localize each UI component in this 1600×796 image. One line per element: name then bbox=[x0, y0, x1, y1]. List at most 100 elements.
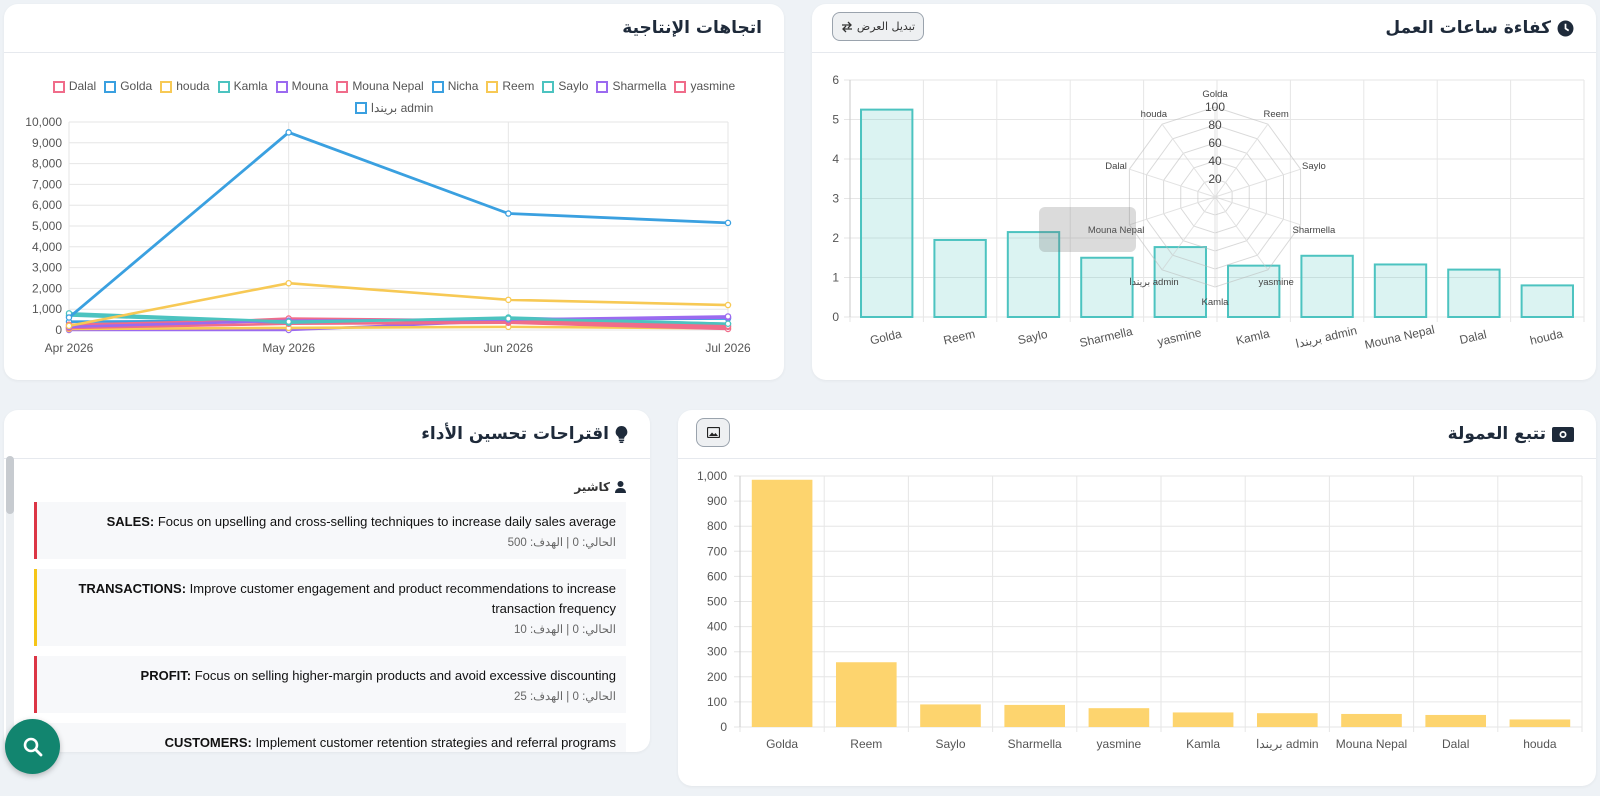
series-line bbox=[68, 314, 729, 326]
data-point bbox=[65, 326, 73, 334]
legend-swatch bbox=[52, 80, 65, 93]
data-point bbox=[505, 317, 512, 324]
x-tick-label: Golda bbox=[869, 327, 904, 348]
data-point bbox=[505, 315, 512, 322]
legend-item[interactable]: Kamla bbox=[217, 76, 268, 97]
export-image-button[interactable] bbox=[696, 418, 730, 447]
radar-axis-label: houda bbox=[1141, 109, 1168, 120]
y-tick-label: 0 bbox=[55, 323, 62, 337]
y-tick-label: 400 bbox=[707, 620, 727, 634]
y-tick-label: 900 bbox=[707, 494, 727, 508]
legend-swatch bbox=[596, 80, 609, 93]
money-icon bbox=[1552, 426, 1574, 442]
suggestion-meta: الحالي: 0 | الهدف: 500 bbox=[507, 537, 616, 549]
data-point bbox=[505, 317, 512, 324]
bar bbox=[1256, 713, 1318, 727]
data-point bbox=[65, 318, 73, 325]
toggle-view-label: تبديل العرض bbox=[856, 20, 916, 33]
radar-axis-label: Golda bbox=[1202, 89, 1228, 100]
suggestions-user-name: كاشير bbox=[574, 480, 610, 494]
data-point bbox=[65, 321, 73, 329]
bar bbox=[933, 238, 987, 319]
legend-item[interactable]: Nicha bbox=[431, 76, 478, 97]
tooltip-box bbox=[1039, 207, 1136, 252]
legend-swatch bbox=[160, 80, 173, 93]
x-tick-label: بريندا admin bbox=[1256, 737, 1319, 751]
commission-card-header: تتبع العمولة bbox=[678, 410, 1596, 459]
legend-label: Reem bbox=[502, 79, 535, 93]
series-line bbox=[68, 325, 729, 331]
bar bbox=[1520, 284, 1574, 318]
y-tick-label: 4 bbox=[832, 152, 839, 166]
radar-spoke bbox=[1214, 168, 1301, 198]
x-tick-label: Dalal bbox=[1458, 327, 1488, 347]
x-tick-label: yasmine bbox=[1097, 737, 1142, 751]
legend-swatch bbox=[674, 80, 687, 93]
toggle-view-button[interactable]: تبديل العرض bbox=[832, 12, 924, 41]
y-tick-label: 600 bbox=[707, 569, 727, 583]
bar bbox=[1300, 254, 1354, 318]
series-line bbox=[68, 317, 729, 330]
legend-item[interactable]: Mouna Nepal bbox=[336, 76, 424, 97]
suggestion-body: Improve customer engagement and product … bbox=[186, 581, 616, 616]
productivity-line-chart: 0 1,000 2,000 3,000 4,000 5,000 6,000 7,000 8,00… bbox=[25, 115, 751, 355]
legend-item[interactable]: بريندا admin bbox=[354, 98, 434, 119]
series-line bbox=[68, 315, 729, 329]
user-icon bbox=[615, 481, 626, 493]
legend-item[interactable]: houda bbox=[160, 76, 210, 97]
suggestion-meta: الحالي: 0 | الهدف: 10 bbox=[513, 624, 616, 636]
data-point bbox=[285, 315, 292, 322]
legend-swatch bbox=[217, 80, 230, 93]
bar bbox=[1509, 719, 1571, 727]
y-tick-label: 2,000 bbox=[32, 281, 62, 295]
suggestions-scroll-thumb[interactable] bbox=[6, 456, 14, 514]
legend-item[interactable]: yasmine bbox=[674, 76, 735, 97]
suggestions-scrollbar[interactable] bbox=[6, 456, 14, 752]
radar-tick-label: 20 bbox=[1208, 172, 1222, 186]
x-tick-label: Apr 2026 bbox=[45, 341, 94, 355]
x-tick-label: Saylo bbox=[1016, 327, 1049, 347]
data-point bbox=[285, 326, 292, 334]
x-tick-label: Dalal bbox=[1442, 737, 1469, 751]
legend-item[interactable]: Saylo bbox=[542, 76, 588, 97]
radar-tick-label: 40 bbox=[1208, 154, 1222, 168]
suggestion-text: TRANSACTIONS: Improve customer engagemen… bbox=[49, 579, 616, 619]
suggestion-body: Focus on selling higher-margin products … bbox=[191, 668, 616, 683]
data-point bbox=[65, 323, 73, 331]
commission-title-text: تتبع العمولة bbox=[1447, 424, 1546, 444]
suggestions-list: كاشير SALES: Focus on upselling and cros… bbox=[16, 470, 632, 752]
y-tick-label: 0 bbox=[720, 720, 727, 734]
bar bbox=[1004, 704, 1066, 727]
legend-label: بريندا admin bbox=[370, 100, 434, 115]
data-point bbox=[724, 320, 732, 328]
x-tick-label: Sharmella bbox=[1008, 737, 1062, 751]
bar bbox=[1088, 708, 1150, 727]
floating-search-button[interactable] bbox=[5, 719, 60, 774]
x-tick-label: Kamla bbox=[1235, 326, 1272, 347]
suggestions-card: اقتراحات تحسين الأداء كاشير SALES: Focus… bbox=[4, 410, 650, 752]
data-point bbox=[65, 322, 73, 330]
x-tick-label: May 2026 bbox=[262, 341, 315, 355]
x-tick-label: Mouna Nepal bbox=[1363, 322, 1436, 352]
legend-label: Mouna Nepal bbox=[352, 79, 424, 93]
legend-item[interactable]: Sharmella bbox=[596, 76, 666, 97]
data-point bbox=[285, 324, 292, 332]
data-point bbox=[724, 323, 732, 331]
x-tick-label: Sharmella bbox=[1078, 324, 1134, 350]
legend-item[interactable]: Mouna bbox=[275, 76, 328, 97]
bar bbox=[751, 479, 813, 727]
legend-label: Kamla bbox=[233, 79, 268, 93]
legend-item[interactable]: Reem bbox=[486, 76, 534, 97]
legend-item[interactable]: Dalal bbox=[52, 76, 96, 97]
hours-title-text: كفاءة ساعات العمل bbox=[1385, 18, 1551, 38]
series-line bbox=[68, 281, 729, 328]
legend-item[interactable]: Golda bbox=[104, 76, 152, 97]
data-point bbox=[285, 317, 292, 324]
image-icon bbox=[706, 427, 720, 438]
bar bbox=[920, 704, 981, 727]
bar bbox=[1153, 246, 1207, 319]
x-tick-label: Jun 2026 bbox=[484, 341, 534, 355]
y-tick-label: 1 bbox=[832, 271, 839, 285]
legend-swatch bbox=[431, 80, 444, 93]
data-point bbox=[724, 301, 732, 309]
